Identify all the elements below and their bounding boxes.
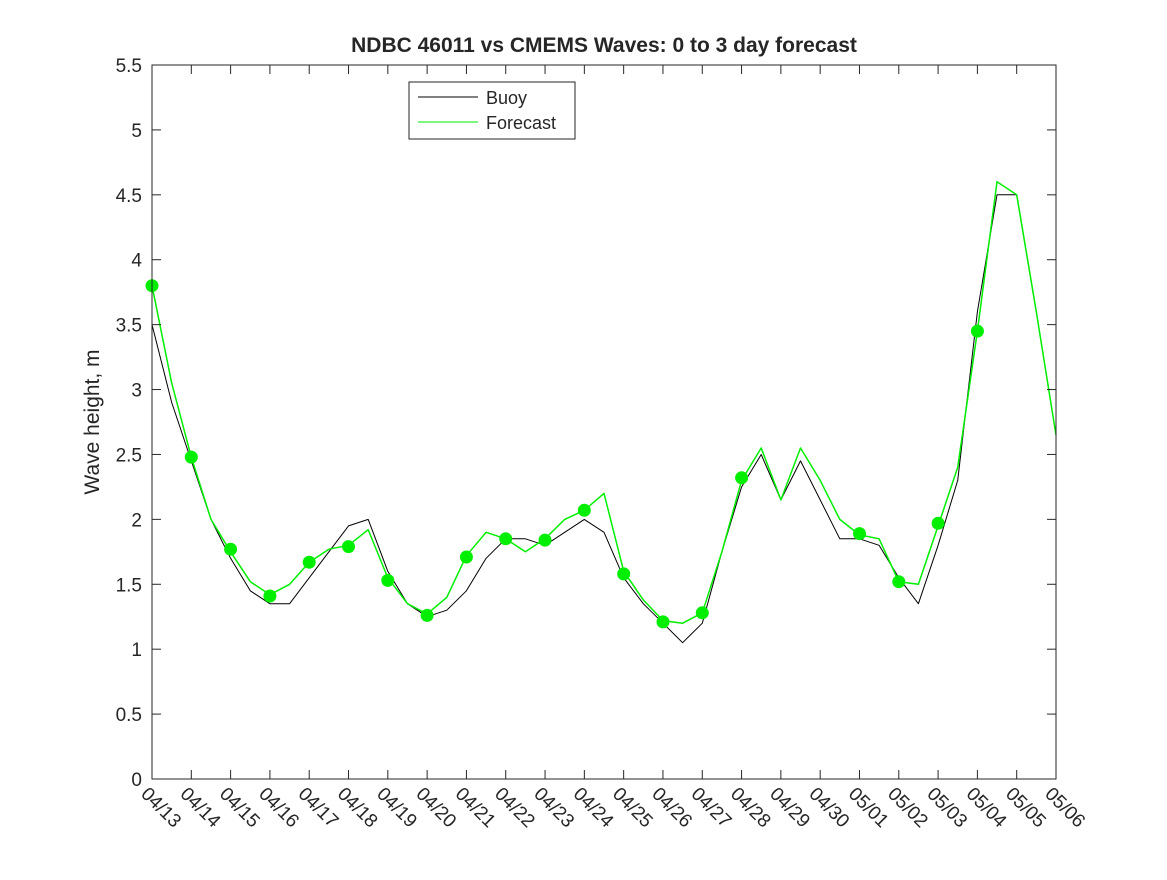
forecast-marker (656, 615, 670, 629)
legend-label-forecast: Forecast (486, 113, 556, 133)
legend-label-buoy: Buoy (486, 88, 527, 108)
legend-box (408, 81, 576, 140)
series-layer (151, 181, 1057, 644)
y-tick-label: 5 (131, 121, 142, 142)
y-tick-label: 1.5 (116, 575, 142, 596)
forecast-marker (577, 503, 591, 517)
y-tick-label: 4 (131, 251, 142, 272)
y-tick-label: 1 (131, 640, 142, 661)
y-tick-label: 0.5 (116, 705, 142, 726)
forecast-marker (617, 567, 631, 581)
legend: Buoy Forecast (408, 81, 576, 140)
forecast-marker (499, 532, 513, 546)
forecast-marker (224, 542, 238, 556)
forecast-marker (970, 324, 984, 338)
forecast-marker (420, 608, 434, 622)
forecast-marker (381, 573, 395, 587)
plot-area (152, 65, 1056, 779)
forecast-marker (931, 516, 945, 530)
y-tick-label: 2 (131, 510, 142, 531)
y-tick-label: 0 (131, 770, 142, 791)
forecast-marker (538, 533, 552, 547)
y-tick-label: 3 (131, 381, 142, 402)
forecast-marker (459, 550, 473, 564)
forecast-marker (735, 471, 749, 485)
forecast-marker (892, 575, 906, 589)
y-tick-label: 2.5 (116, 445, 142, 466)
series-line-forecast (151, 181, 1057, 624)
y-tick-label: 3.5 (116, 316, 142, 337)
y-axis-label: Wave height, m (81, 349, 104, 494)
y-tick-label: 5.5 (116, 56, 142, 77)
forecast-marker (853, 527, 866, 541)
y-axis: 0 0.5 1 1.5 2 2.5 3 3.5 4 4.5 5 5.5 (116, 56, 1056, 791)
forecast-marker (184, 450, 198, 464)
y-tick-label: 4.5 (116, 186, 142, 207)
plot-frame (151, 64, 1057, 780)
chart-title: NDBC 46011 vs CMEMS Waves: 0 to 3 day fo… (351, 34, 857, 57)
forecast-marker (302, 555, 316, 569)
forecast-marker (342, 540, 355, 554)
forecast-marker (695, 606, 709, 620)
forecast-marker (263, 589, 277, 603)
